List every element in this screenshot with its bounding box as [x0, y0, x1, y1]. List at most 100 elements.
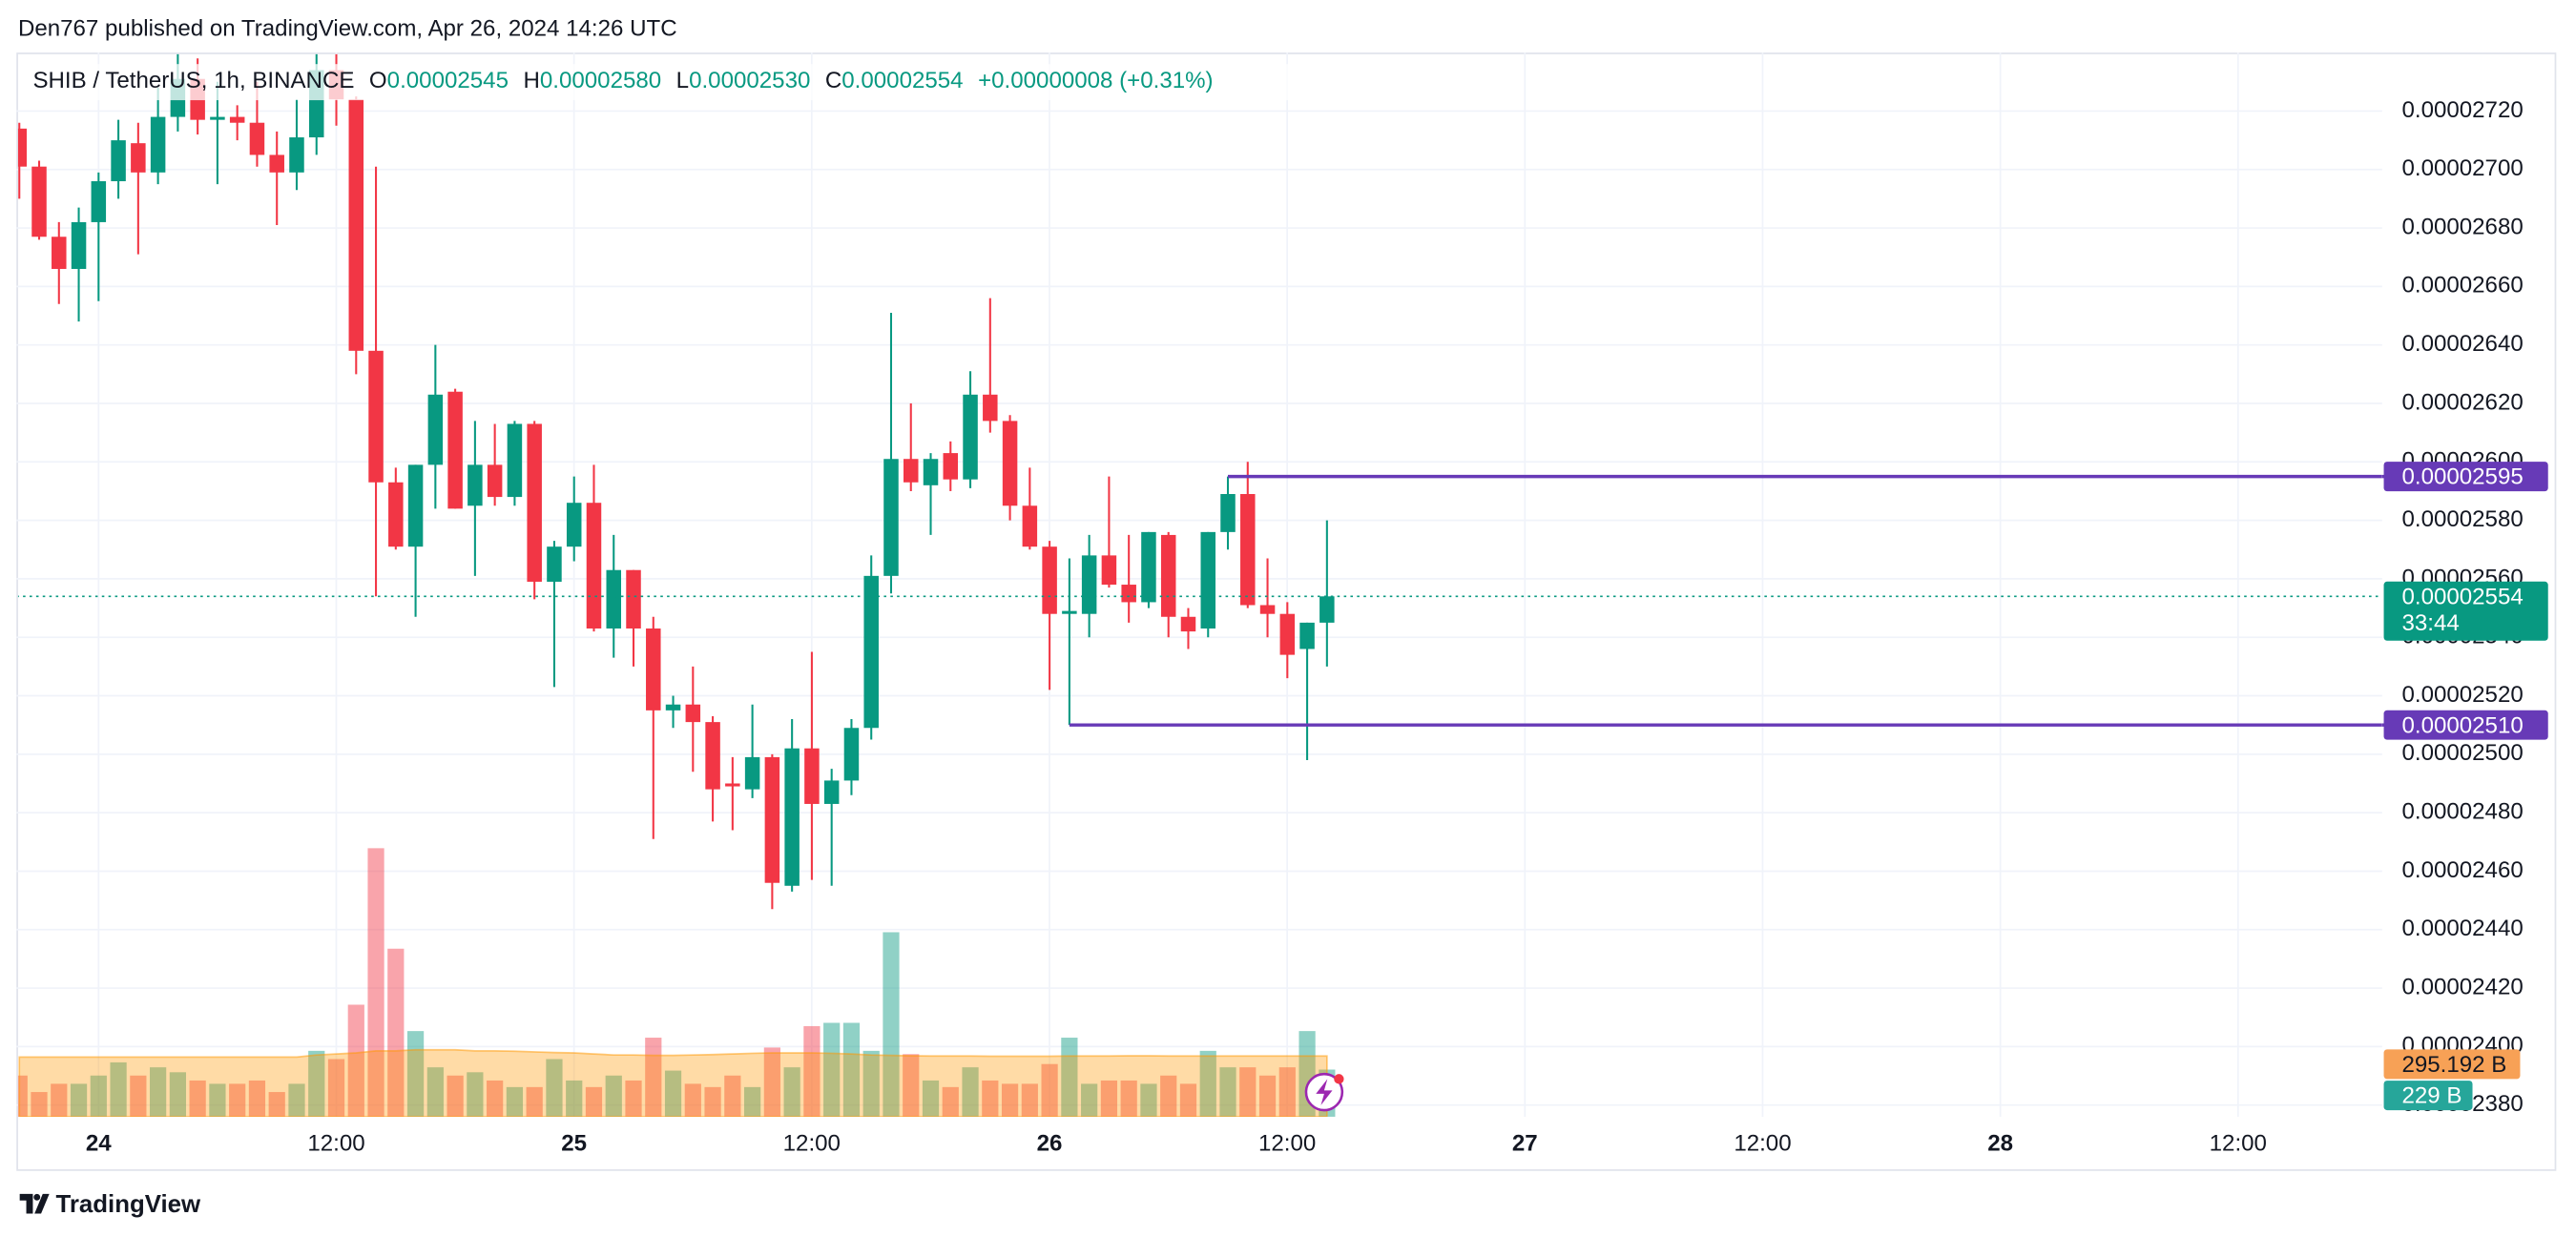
volume-bar	[268, 1092, 285, 1117]
candle-body	[1062, 610, 1077, 614]
x-tick-label: 12:00	[307, 1131, 364, 1157]
volume-bar	[51, 1083, 68, 1117]
volume-bar	[248, 1080, 266, 1117]
volume-bar	[585, 1086, 603, 1117]
x-tick-label: 12:00	[783, 1131, 841, 1157]
candle-body	[883, 459, 899, 576]
candle-body	[150, 116, 166, 173]
candle-body	[467, 464, 483, 506]
volume-bar	[130, 1075, 147, 1117]
candle-body	[943, 453, 959, 480]
volume-bar	[406, 1031, 425, 1117]
volume-bar	[1021, 1083, 1038, 1117]
y-tick-label: 0.00002640	[2401, 331, 2523, 357]
level-tag-label: 0.00002595	[2401, 464, 2523, 490]
volume-bar	[169, 1072, 186, 1117]
legend-value: 0.00002545	[387, 68, 509, 93]
candle-body	[784, 748, 800, 886]
volume-ma-tag	[2383, 1049, 2521, 1080]
x-tick-label: 24	[86, 1131, 112, 1157]
candle-body	[427, 394, 444, 465]
candle-body	[646, 628, 661, 711]
candle-body	[586, 503, 602, 629]
volume-bar	[1001, 1083, 1019, 1117]
volume-bar	[327, 1059, 345, 1117]
candle-body	[983, 394, 998, 422]
candle-body	[923, 459, 939, 485]
y-tick-label: 0.00002500	[2401, 740, 2523, 766]
candle-body	[348, 99, 364, 351]
level-tag	[2383, 462, 2548, 492]
volume-tag-label: 229 B	[2401, 1083, 2462, 1109]
legend: SHIB / TetherUS, 1h, BINANCE O0.00002545 H…	[23, 64, 1288, 101]
volume-bar	[922, 1080, 940, 1117]
candle-body	[1259, 605, 1276, 614]
volume-bar	[783, 1067, 800, 1117]
candle-body	[249, 122, 265, 155]
candle-body	[131, 143, 146, 173]
y-tick-label: 0.00002620	[2401, 389, 2523, 415]
volume-bar	[546, 1059, 563, 1117]
candle-body	[91, 181, 107, 222]
candle-body	[71, 221, 87, 269]
candle-body	[447, 391, 463, 509]
volume-bar	[625, 1080, 642, 1117]
legend-key: O	[369, 68, 387, 93]
legend-symbol: SHIB / TetherUS, 1h, BINANCE	[32, 68, 354, 93]
volume-bar	[803, 1025, 821, 1117]
volume-bar	[744, 1086, 761, 1117]
volume-bar	[387, 948, 405, 1117]
volume-bar	[962, 1067, 979, 1117]
volume-bar	[1140, 1083, 1157, 1117]
volume-bar	[684, 1083, 701, 1117]
volume-bar	[487, 1080, 504, 1117]
x-tick-label: 25	[561, 1131, 587, 1157]
volume-bar	[347, 1004, 364, 1117]
volume-bar	[724, 1075, 741, 1117]
volume-bar	[645, 1038, 662, 1117]
axes: 0.000023800.000024000.000024200.00002440…	[86, 97, 2548, 1157]
candle-body	[388, 482, 404, 547]
legend-key: H	[523, 68, 539, 93]
candle-body	[289, 137, 304, 173]
candle-body	[823, 780, 840, 804]
x-tick-label: 26	[1037, 1131, 1063, 1157]
volume-bar	[566, 1080, 583, 1117]
x-tick-label: 12:00	[2210, 1131, 2267, 1157]
footer-logo: TradingView	[19, 1191, 201, 1218]
candle-body	[527, 423, 542, 582]
candle-body	[407, 464, 424, 547]
candle-body	[1319, 596, 1335, 623]
volume-bar	[1041, 1063, 1058, 1117]
y-tick-label: 0.00002660	[2401, 273, 2523, 299]
volume-bar	[110, 1061, 127, 1117]
volume-bar	[664, 1070, 682, 1117]
icon-bolt	[1316, 1079, 1333, 1105]
volume-bar	[1258, 1075, 1277, 1117]
volume-ma-area	[18, 1048, 1328, 1117]
candle-body	[843, 728, 860, 781]
volume-tag	[2383, 1081, 2473, 1111]
lightning-icon	[1304, 1072, 1344, 1112]
candle-body	[547, 546, 562, 582]
volume-bar	[209, 1083, 226, 1117]
volume-bar	[526, 1086, 543, 1117]
candle-body	[606, 569, 621, 629]
volume-bar	[150, 1067, 167, 1117]
candle-body	[744, 756, 760, 790]
candle-body	[1240, 494, 1256, 606]
candle-body	[1160, 534, 1176, 617]
legend-value: 0.00002580	[540, 68, 661, 93]
y-tick-label: 0.00002420	[2401, 974, 2523, 999]
volume-bar	[1199, 1050, 1216, 1117]
volume-bar	[1100, 1080, 1118, 1117]
volume-bar	[1179, 1083, 1197, 1117]
volume-bar	[426, 1067, 444, 1117]
candle-body	[1022, 505, 1038, 547]
legend-key: C	[825, 68, 841, 93]
x-tick-label: 12:00	[1734, 1131, 1791, 1157]
last-price-tag	[2383, 581, 2548, 641]
volume-bar	[903, 1054, 920, 1117]
level-tag	[2383, 710, 2548, 740]
